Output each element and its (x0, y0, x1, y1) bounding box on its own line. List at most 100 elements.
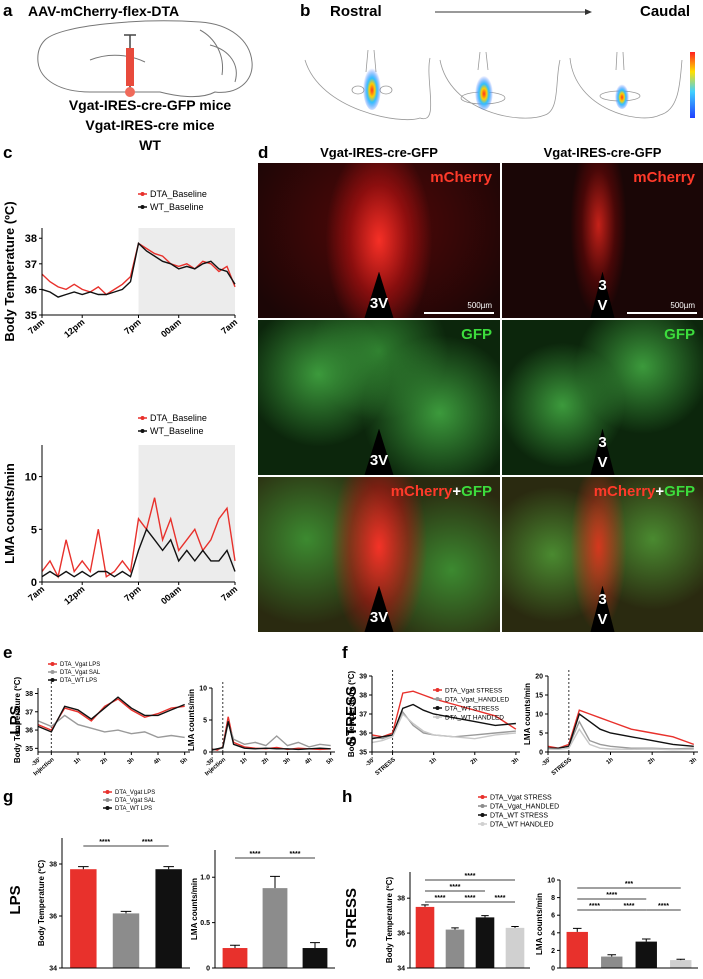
y-axis-label: LMA counts/min (2, 463, 17, 564)
micrograph: mCherry+GFP 3V (258, 477, 500, 632)
legend-label: DTA_WT LPS (60, 678, 97, 684)
channel-label: mCherry (633, 169, 695, 186)
legend-marker (50, 678, 55, 682)
y-tick-label: 35 (25, 310, 37, 322)
channel-name: GFP (664, 483, 695, 500)
ventricle-label: 3 (598, 434, 607, 451)
error-bar (310, 942, 320, 949)
ventricle-label: 3V (369, 452, 389, 469)
channel-name: mCherry (430, 169, 492, 186)
legend-label: DTA_Vgat SAL (115, 798, 156, 804)
legend-marker (435, 715, 440, 719)
significance-label: **** (142, 839, 153, 846)
x-tick-label: 1h (606, 757, 615, 766)
mouse-line: Vgat-IRES-cre mice (85, 117, 214, 133)
ventricle-label: 3V (369, 609, 389, 626)
y-tick-label: 38 (397, 896, 405, 903)
column-title: Vgat-IRES-cre-GFP (543, 145, 662, 160)
mouse-line: Vgat-IRES-cre-GFP mice (69, 97, 232, 113)
y-tick-label: 34 (397, 966, 405, 973)
virus-label: AAV-mCherry-flex-DTA (28, 3, 179, 19)
y-tick-label: 0 (31, 577, 37, 589)
significance-label: **** (435, 895, 446, 902)
legend-label: DTA_Vgat LPS (115, 790, 155, 796)
y-tick-label: 34 (49, 966, 57, 973)
legend-label: DTA_Vgat_HANDLED (490, 803, 559, 810)
density-blob (475, 74, 493, 110)
legend-label: DTA_Vgat STRESS (445, 687, 503, 694)
series-line (371, 712, 516, 744)
y-tick-label: 8 (551, 895, 555, 902)
panel-letter: b (300, 1, 310, 20)
y-tick-label: 35 (25, 746, 33, 753)
panel-letter: g (3, 787, 13, 806)
injection-site (125, 87, 135, 97)
series-line (41, 242, 236, 298)
x-tick-label: -30' (541, 757, 553, 768)
legend-marker (480, 822, 485, 826)
series-line (37, 696, 185, 733)
legend-marker (105, 798, 110, 802)
error-bar (230, 944, 240, 949)
y-axis-label: Body Temperature (ºC) (37, 859, 46, 946)
bar (302, 948, 328, 968)
panel-letter: f (342, 643, 348, 662)
channel-label: GFP (664, 326, 695, 343)
x-tick-label: 3h (511, 757, 520, 766)
mouse-line: WT (139, 137, 161, 153)
y-tick-label: 1.0 (200, 875, 210, 882)
bar (155, 869, 182, 968)
y-tick-label: 35 (359, 750, 367, 757)
brain-sketch (37, 20, 253, 98)
caudal-label: Caudal (640, 3, 690, 20)
legend-label: DTA_Baseline (150, 413, 207, 423)
x-tick-label: 4h (153, 757, 162, 766)
series-line (547, 727, 694, 751)
error-bar (120, 910, 132, 914)
scale-bar (627, 312, 697, 314)
x-tick-label: STRESS (375, 757, 397, 777)
bar (222, 948, 248, 968)
error-bar (676, 958, 686, 961)
significance-label: **** (290, 851, 301, 858)
error-bar (641, 938, 651, 942)
legend-label: DTA_WT HANDLED (445, 714, 504, 721)
bar (262, 888, 288, 968)
y-tick-label: 36 (25, 284, 37, 296)
y-tick-label: 5 (203, 718, 207, 725)
bar (415, 906, 435, 968)
error-bar (481, 915, 489, 918)
x-tick-label: 00am (159, 317, 183, 339)
significance-label: **** (658, 903, 669, 910)
y-axis-label: LMA counts/min (190, 878, 199, 940)
series-line (37, 714, 185, 739)
x-tick-label: 5h (180, 757, 189, 766)
series-line (211, 716, 331, 751)
y-tick-label: 0 (203, 750, 207, 757)
density-blob (363, 66, 381, 110)
channel-name: GFP (461, 483, 492, 500)
series-line (371, 703, 516, 740)
legend-marker (105, 790, 110, 794)
x-tick-label: 2h (261, 757, 270, 766)
error-bar (451, 927, 459, 930)
panel-letter: d (258, 143, 268, 162)
error-bar (78, 866, 89, 870)
significance-label: **** (624, 903, 635, 910)
scale-bar-label: 500µm (670, 301, 695, 310)
legend-marker (480, 795, 485, 799)
ventricle-label: 3 (598, 277, 607, 294)
micrograph: GFP 3V (258, 320, 500, 475)
x-tick-label: -30' (205, 757, 217, 768)
x-tick-label: 12pm (62, 584, 86, 607)
x-tick-label: 12pm (62, 317, 86, 340)
y-axis-label: Body Temperature (ºC) (2, 201, 17, 341)
condition-label: LPS (7, 705, 24, 734)
y-axis-label: Body Temperature (ºC) (385, 876, 394, 963)
y-tick-label: 10 (199, 686, 207, 693)
error-bar (607, 954, 617, 957)
channel-name: GFP (664, 326, 695, 343)
y-tick-label: 36 (49, 914, 57, 921)
legend-marker (140, 205, 145, 209)
